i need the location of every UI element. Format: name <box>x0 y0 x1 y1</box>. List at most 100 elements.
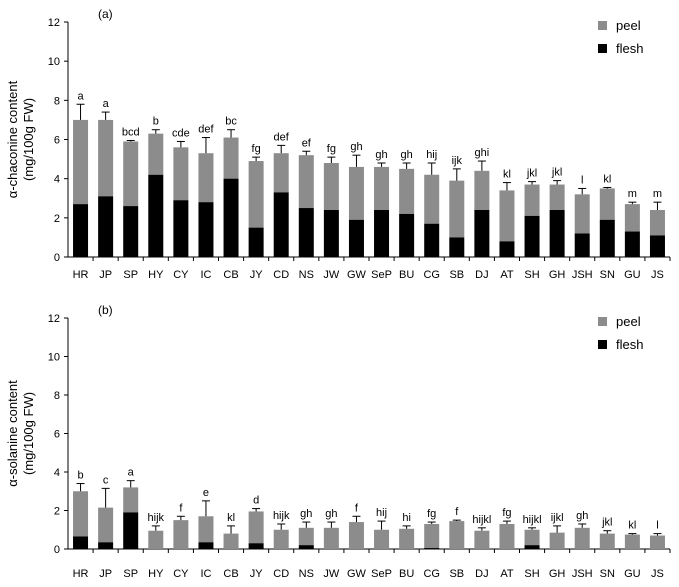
bar-peel-JP <box>98 507 114 543</box>
significance-label-JP: a <box>103 98 110 110</box>
significance-label-CD: hijk <box>273 510 290 522</box>
significance-label-CB: kl <box>227 512 235 524</box>
x-tick-label-JY: JY <box>250 269 264 281</box>
x-tick-label-GU: GU <box>624 568 641 580</box>
y-tick-label: 10 <box>48 352 60 364</box>
significance-label-HY: b <box>153 116 159 128</box>
bar-peel-JW <box>323 527 339 549</box>
x-tick-label-JW: JW <box>323 269 340 281</box>
bar-flesh-JP <box>98 542 114 549</box>
bar-flesh-BU <box>399 213 415 257</box>
x-tick-label-JSH: JSH <box>572 568 593 580</box>
bar-peel-CY <box>173 147 189 201</box>
x-tick-label-GW: GW <box>347 269 367 281</box>
y-axis-label-unit: (mg/100g FW) <box>21 392 36 475</box>
significance-label-AT: fg <box>502 507 511 519</box>
x-tick-label-BU: BU <box>399 568 414 580</box>
x-tick-label-IC: IC <box>200 269 211 281</box>
significance-label-BU: gh <box>401 149 413 161</box>
x-tick-label-AT: AT <box>500 269 514 281</box>
bar-flesh-SH <box>524 545 540 549</box>
x-tick-label-GH: GH <box>549 269 566 281</box>
y-axis-label: α-chaconine content <box>5 80 20 198</box>
bar-peel-GH <box>549 532 565 549</box>
bar-peel-AT <box>499 190 515 242</box>
bar-flesh-HR <box>73 204 89 257</box>
bar-flesh-SN <box>599 219 615 257</box>
bar-peel-SeP <box>374 529 390 549</box>
significance-label-JS: m <box>653 188 662 200</box>
bar-flesh-SB <box>449 237 465 257</box>
bar-peel-BU <box>399 528 415 549</box>
bar-peel-SN <box>599 188 615 220</box>
x-tick-label-HY: HY <box>148 568 164 580</box>
bar-peel-SN <box>599 533 615 549</box>
bar-flesh-CD <box>273 192 289 257</box>
bar-peel-CD <box>273 153 289 193</box>
bar-flesh-JS <box>649 235 665 257</box>
legend-label-peel: peel <box>616 18 641 33</box>
bar-peel-JS <box>649 535 665 549</box>
legend-label-peel: peel <box>616 314 641 329</box>
significance-label-HY: hijk <box>148 512 165 524</box>
bar-peel-GU <box>624 204 640 232</box>
bar-peel-GW <box>348 522 364 549</box>
significance-label-DJ: hijkl <box>472 514 491 526</box>
x-tick-label-CB: CB <box>223 269 238 281</box>
y-tick-label: 6 <box>54 135 60 147</box>
bar-flesh-GU <box>624 231 640 257</box>
significance-label-CY: f <box>179 502 183 514</box>
bar-flesh-NS <box>298 545 314 549</box>
x-tick-label-CB: CB <box>223 568 238 580</box>
significance-label-NS: ef <box>302 137 312 149</box>
significance-label-JSH: l <box>581 174 583 186</box>
bar-flesh-NS <box>298 208 314 257</box>
bar-flesh-CG <box>424 548 440 549</box>
bar-peel-DJ <box>474 170 490 210</box>
y-tick-label: 0 <box>54 252 60 264</box>
bar-peel-CG <box>424 523 440 549</box>
bar-peel-HY <box>148 530 164 549</box>
bar-flesh-CB <box>223 178 239 257</box>
bar-flesh-CY <box>173 200 189 257</box>
significance-label-GW: gh <box>350 141 362 153</box>
bar-peel-GW <box>348 166 364 220</box>
x-tick-label-JP: JP <box>99 568 112 580</box>
x-tick-label-CY: CY <box>173 269 189 281</box>
significance-label-GH: ijkl <box>551 512 564 524</box>
bar-peel-NS <box>298 527 314 546</box>
x-tick-label-SP: SP <box>123 269 138 281</box>
y-tick-label: 12 <box>48 313 60 325</box>
significance-label-BU: hi <box>402 512 411 524</box>
bar-peel-CB <box>223 533 239 549</box>
legend-label-flesh: flesh <box>616 337 643 352</box>
y-axis-label: α-solanine content <box>5 380 20 487</box>
bar-flesh-CG <box>424 223 440 257</box>
bar-peel-JY <box>248 511 264 544</box>
bar-peel-HR <box>73 491 89 537</box>
bar-peel-SH <box>524 529 540 546</box>
significance-label-GU: m <box>628 188 637 200</box>
significance-label-SeP: gh <box>375 149 387 161</box>
significance-label-CG: hij <box>426 149 437 161</box>
x-tick-label-BU: BU <box>399 269 414 281</box>
significance-label-SN: jkl <box>601 517 612 529</box>
significance-label-CY: cde <box>172 127 190 139</box>
significance-label-JSH: gh <box>576 510 588 522</box>
bar-peel-CB <box>223 137 239 179</box>
panel-label: (b) <box>98 303 113 317</box>
x-tick-label-SN: SN <box>600 269 615 281</box>
bar-peel-SP <box>123 141 139 207</box>
significance-label-CD: def <box>274 131 290 143</box>
x-tick-label-CD: CD <box>273 269 289 281</box>
x-tick-label-JY: JY <box>250 568 264 580</box>
bar-peel-HR <box>73 119 89 205</box>
y-tick-label: 6 <box>54 429 60 441</box>
x-tick-label-GW: GW <box>347 568 367 580</box>
significance-label-NS: gh <box>300 508 312 520</box>
significance-label-JW: fg <box>327 143 336 155</box>
bar-flesh-AT <box>499 241 515 257</box>
bar-peel-JW <box>323 163 339 210</box>
x-tick-label-CG: CG <box>423 568 440 580</box>
bar-peel-JY <box>248 161 264 228</box>
